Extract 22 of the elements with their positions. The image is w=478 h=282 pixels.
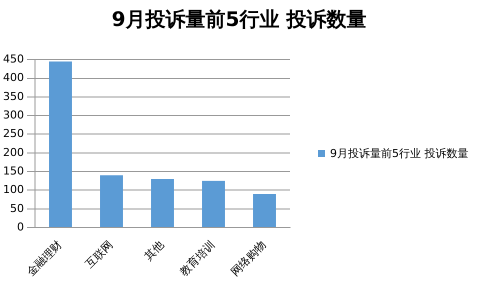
y-tick-label: 350 — [2, 90, 24, 103]
bar — [253, 194, 276, 228]
y-tick-label: 400 — [2, 71, 24, 84]
x-tick-label: 金融理财 — [24, 238, 65, 278]
y-tick-label: 200 — [2, 146, 24, 159]
bar — [151, 179, 174, 228]
x-tick-label: 网络购物 — [228, 238, 269, 278]
x-tick-label: 其他 — [142, 238, 167, 263]
legend-label: 9月投诉量前5行业 投诉数量 — [329, 146, 470, 162]
chart-title: 9月投诉量前5行业 投诉数量 — [110, 6, 368, 33]
bar — [100, 175, 123, 228]
y-tick-label: 100 — [2, 183, 24, 196]
y-tick-label: 450 — [2, 52, 24, 66]
x-tick-label: 教育培训 — [177, 238, 218, 278]
y-tick-label: 50 — [10, 202, 24, 215]
y-tick-label: 150 — [2, 164, 24, 178]
y-tick-label: 300 — [2, 108, 24, 122]
y-tick-label: 0 — [16, 220, 24, 234]
bar — [202, 180, 225, 228]
y-tick-label: 250 — [2, 127, 24, 140]
x-tick-label: 互联网 — [83, 238, 116, 271]
bar — [49, 61, 72, 228]
